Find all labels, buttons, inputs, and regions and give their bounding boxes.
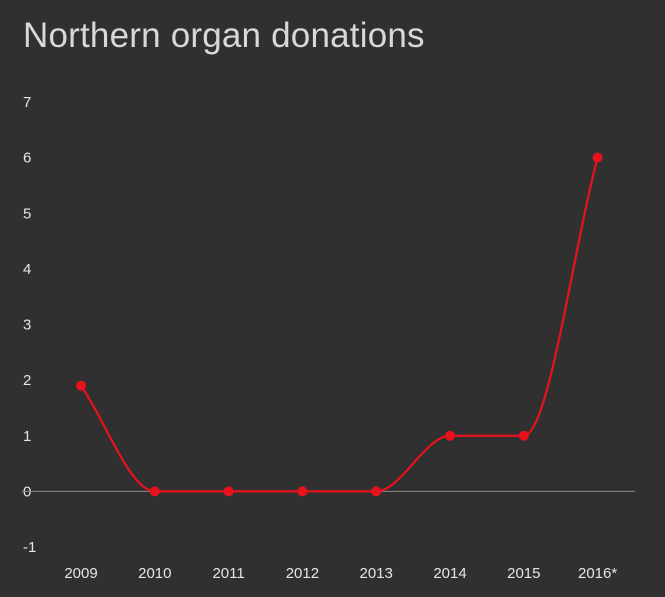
data-point <box>518 430 529 441</box>
y-tick-label: 5 <box>23 205 31 222</box>
x-tick-label: 2010 <box>138 565 171 582</box>
y-tick-label: 1 <box>23 428 31 445</box>
y-tick-label: 4 <box>23 261 31 278</box>
data-point <box>76 380 86 391</box>
data-point <box>297 486 308 497</box>
x-tick-label: 2015 <box>507 565 540 582</box>
y-tick-label: -1 <box>23 539 36 556</box>
y-tick-label: 3 <box>23 317 31 334</box>
data-point <box>445 430 455 441</box>
data-point <box>149 486 160 497</box>
x-tick-label: 2009 <box>64 565 97 582</box>
x-tick-label: 2014 <box>433 565 466 582</box>
data-point <box>223 486 234 497</box>
data-point <box>371 486 382 497</box>
data-point <box>592 152 603 163</box>
x-tick-label: 2011 <box>212 565 244 582</box>
x-tick-label: 2012 <box>286 565 319 582</box>
x-axis: 2009 2010 2011 2012 2013 2014 2015 2016* <box>64 565 617 582</box>
chart-title: Northern organ donations <box>23 16 425 55</box>
x-tick-label: 2016* <box>578 565 617 582</box>
y-tick-label: 7 <box>23 94 31 111</box>
y-tick-label: 2 <box>23 372 31 389</box>
series-line <box>80 157 599 493</box>
x-tick-label: 2013 <box>360 565 393 582</box>
y-tick-label: 6 <box>23 150 31 167</box>
data-points <box>76 152 603 497</box>
